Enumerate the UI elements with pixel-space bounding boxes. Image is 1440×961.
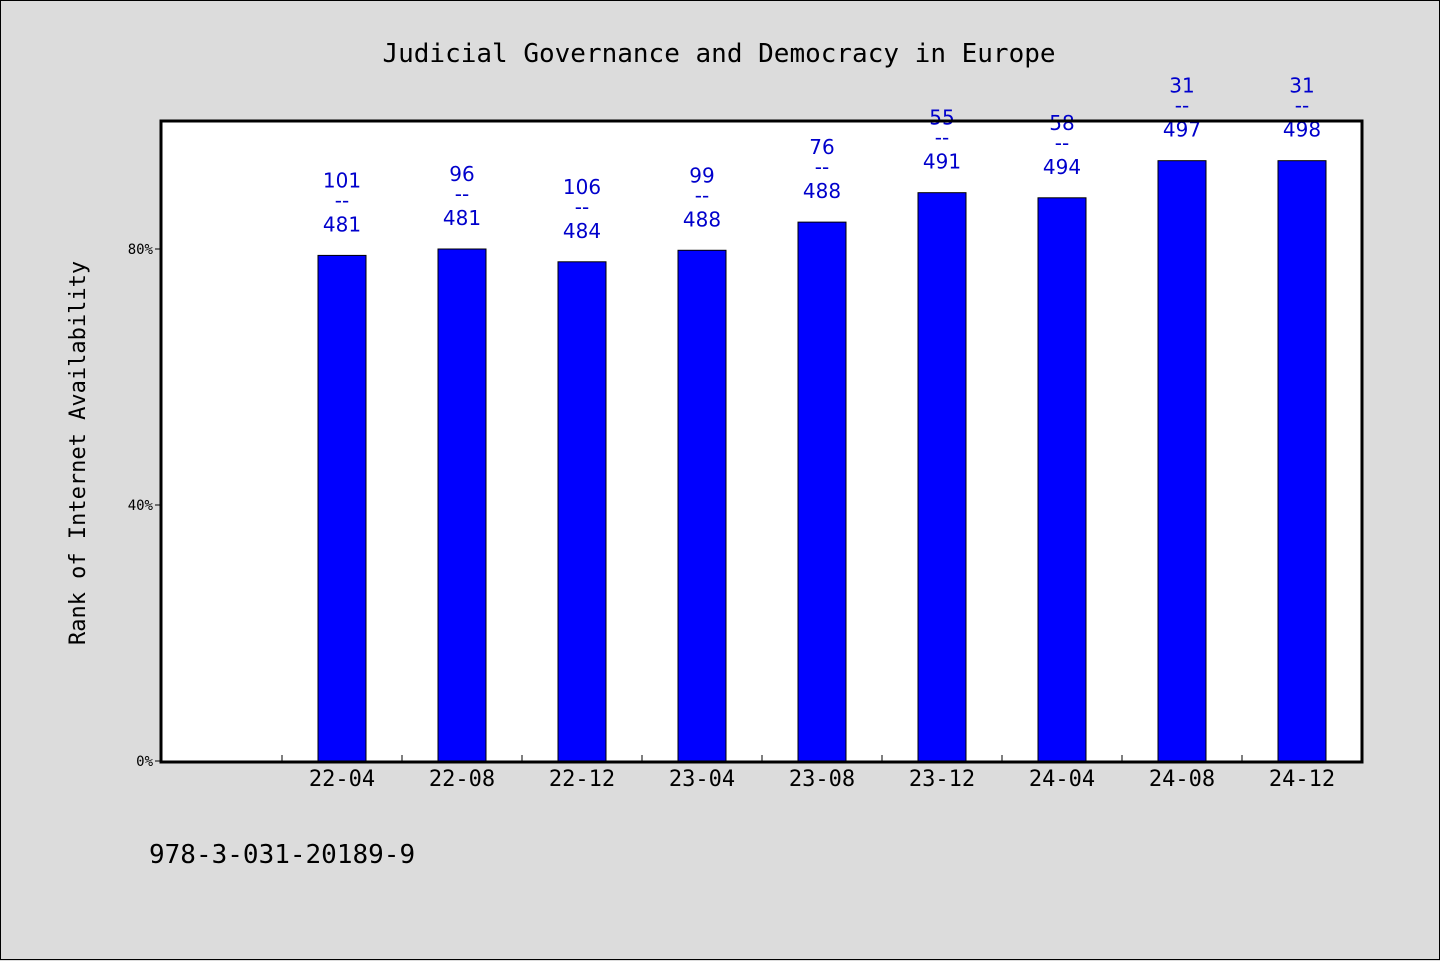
bar-22-12 (557, 261, 607, 762)
x-tick-label-24-08: 24-08 (1149, 767, 1215, 792)
data-label-sep-24-08: -- (1175, 94, 1189, 118)
data-label-sep-24-04: -- (1055, 131, 1069, 155)
bar-24-12 (1277, 160, 1327, 762)
y-axis-label: Rank of Internet Availability (66, 261, 91, 645)
data-label-top-23-12: 55 (929, 106, 954, 130)
data-label-bottom-23-08: 488 (803, 179, 841, 203)
data-label-sep-23-12: -- (935, 126, 949, 150)
data-label-sep-24-12: -- (1295, 94, 1309, 118)
chart-title: Judicial Governance and Democracy in Eur… (382, 39, 1055, 69)
x-tick-label-22-04: 22-04 (309, 767, 375, 792)
data-label-top-22-12: 106 (563, 175, 601, 199)
x-tick-label-22-12: 22-12 (549, 767, 615, 792)
bar-24-04 (1037, 197, 1087, 762)
x-tick-label-23-08: 23-08 (789, 767, 855, 792)
x-tick-label-23-04: 23-04 (669, 767, 735, 792)
x-tick-label-23-12: 23-12 (909, 767, 975, 792)
bar-22-04 (317, 254, 367, 762)
x-tick-label-22-08: 22-08 (429, 767, 495, 792)
data-label-bottom-23-04: 488 (683, 207, 721, 231)
x-tick-label-24-12: 24-12 (1269, 767, 1335, 792)
bar-23-04 (677, 249, 727, 762)
plot-border (159, 119, 1364, 764)
data-label-bottom-22-12: 484 (563, 219, 601, 243)
data-label-bottom-24-04: 494 (1043, 155, 1081, 179)
y-tick-label: 0% (136, 754, 153, 770)
data-label-bottom-22-08: 481 (443, 206, 481, 230)
data-label-sep-22-12: -- (575, 195, 589, 219)
data-label-top-22-04: 101 (323, 168, 361, 192)
y-ticks-layer: 0% 40% 80% (128, 242, 161, 770)
data-label-bottom-23-12: 491 (923, 150, 961, 174)
bar-24-08 (1157, 160, 1207, 762)
bar-23-12 (917, 192, 967, 762)
data-label-top-24-04: 58 (1049, 111, 1074, 135)
data-label-sep-23-08: -- (815, 155, 829, 179)
data-label-top-22-08: 96 (449, 162, 474, 186)
data-label-bottom-22-04: 481 (323, 212, 361, 236)
x-tick-label-24-04: 24-04 (1029, 767, 1095, 792)
data-label-top-24-12: 31 (1289, 74, 1314, 98)
bar-22-08 (437, 248, 487, 762)
data-label-top-23-04: 99 (689, 163, 714, 187)
bars-layer (317, 160, 1327, 762)
x-ticks-layer: 22-04 22-08 22-12 23-04 23-08 23-12 24-04 24-08… (281, 755, 1335, 792)
y-tick-label: 80% (128, 242, 154, 258)
data-label-top-24-08: 31 (1169, 74, 1194, 98)
footer-isbn: 978-3-031-20189-9 (149, 840, 415, 870)
data-label-top-23-08: 76 (809, 135, 834, 159)
data-label-sep-22-04: -- (335, 188, 349, 212)
bar-23-08 (797, 221, 847, 762)
data-label-sep-23-04: -- (695, 183, 709, 207)
data-label-sep-22-08: -- (455, 182, 469, 206)
y-tick-label: 40% (128, 498, 154, 514)
